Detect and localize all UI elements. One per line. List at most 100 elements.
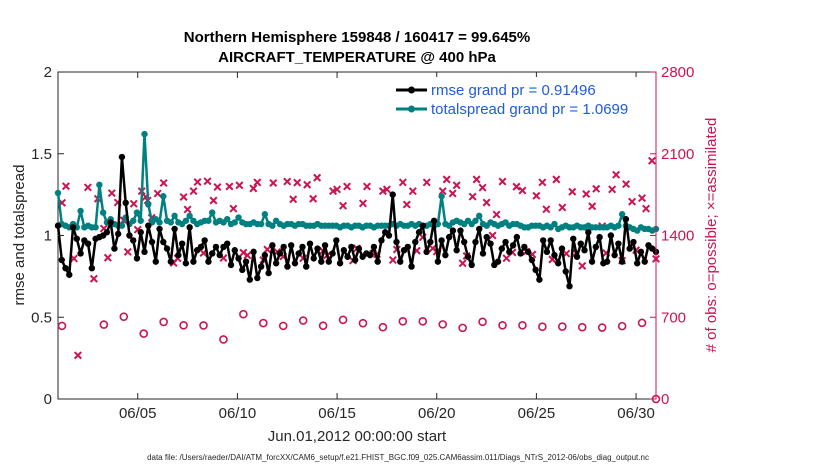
- rmse-point: [366, 251, 374, 259]
- spread-point: [54, 189, 62, 197]
- rmse-point: [419, 222, 427, 229]
- obs-assimilated-point: [578, 261, 587, 270]
- rmse-point: [618, 258, 626, 265]
- obs-assimilated-point: [498, 177, 507, 186]
- rmse-point: [62, 265, 69, 272]
- obs-possible-point: [538, 322, 547, 332]
- rmse-point: [374, 258, 381, 265]
- obs-possible-point: [438, 320, 448, 329]
- obs-assimilated-point: [612, 170, 621, 179]
- obs-assimilated-point: [362, 182, 371, 191]
- rmse-point: [393, 238, 400, 246]
- obs-assimilated-point: [103, 253, 112, 262]
- obs-assimilated-point: [333, 185, 342, 194]
- rmse-point: [212, 243, 220, 251]
- rmse-point: [325, 258, 332, 265]
- obs-assimilated-point: [518, 186, 527, 195]
- rmse-point: [303, 263, 310, 270]
- rmse-point: [502, 238, 509, 246]
- rmse-point: [438, 237, 445, 244]
- rmse-point: [532, 266, 539, 274]
- rmse-point: [348, 243, 355, 251]
- rmse-point: [137, 229, 144, 236]
- rmse-point: [479, 250, 487, 257]
- rmse-point: [231, 247, 238, 254]
- rmse-point: [205, 258, 212, 265]
- obs-possible-point: [378, 322, 388, 332]
- rmse-point: [445, 233, 453, 241]
- y-tick-label: 1: [44, 228, 52, 245]
- spread-point: [551, 220, 558, 228]
- spread-point: [77, 207, 84, 215]
- rmse-point: [423, 248, 430, 256]
- rmse-point: [476, 225, 483, 233]
- rmse-point: [306, 240, 314, 247]
- rmse-point: [224, 240, 231, 247]
- rmse-series-line: [56, 155, 657, 288]
- spread-point: [92, 224, 99, 231]
- rmse-point: [122, 199, 129, 206]
- obs-possible-point: [259, 318, 268, 328]
- rmse-point: [227, 261, 235, 269]
- spread-point: [224, 215, 231, 223]
- y-tick-label: 2: [44, 64, 52, 81]
- rmse-point: [340, 247, 348, 254]
- obs-assimilated-point: [622, 180, 631, 189]
- obs-possible-point: [597, 323, 607, 332]
- rmse-point: [209, 250, 216, 257]
- rmse-point: [539, 237, 547, 244]
- obs-assimilated-point: [343, 182, 352, 191]
- rmse-point: [543, 248, 551, 256]
- rmse-point: [276, 250, 284, 257]
- rmse-point: [472, 238, 479, 246]
- obs-assimilated-point: [183, 205, 192, 214]
- rmse-point: [182, 260, 190, 267]
- spread-point: [182, 217, 190, 224]
- ticks-layer: 06/05 06/10 06/15 06/20 06/25 06/30 0 0.5 1 1.5 2 0…: [31, 64, 694, 422]
- chart-title-line2: AIRCRAFT_TEMPERATURE @ 400 hPa: [218, 49, 496, 66]
- rmse-point: [464, 253, 472, 260]
- obs-assimilated-point: [225, 182, 234, 191]
- obs-assimilated-point: [339, 201, 348, 210]
- rmse-point: [171, 225, 178, 233]
- obs-assimilated-point: [283, 177, 292, 186]
- spread-point: [269, 222, 276, 229]
- rmse-point: [633, 260, 641, 267]
- obs-assimilated-point: [402, 200, 411, 209]
- obs-assimilated-point: [153, 189, 162, 198]
- rmse-point: [412, 238, 419, 246]
- obs-assimilated-point: [478, 183, 487, 192]
- rmse-point: [498, 245, 505, 252]
- obs-assimilated-point: [582, 190, 591, 199]
- rmse-point: [216, 251, 223, 259]
- y2-tick-label: 2100: [661, 146, 694, 163]
- obs-assimilated-point: [398, 178, 407, 187]
- spread-point: [145, 201, 152, 208]
- spread-point: [235, 214, 242, 221]
- rmse-point: [460, 238, 468, 246]
- rmse-point: [269, 242, 276, 249]
- rmse-point: [261, 251, 269, 259]
- rmse-point: [272, 260, 280, 267]
- obs-possible-point: [478, 317, 487, 327]
- obs-assimilated-point: [452, 181, 461, 190]
- obs-assimilated-point: [203, 177, 212, 186]
- rmse-point: [114, 230, 122, 238]
- obs-assimilated-point: [422, 178, 431, 187]
- rmse-point: [427, 238, 434, 246]
- obs-possible-point: [139, 329, 149, 338]
- spread-point: [167, 219, 175, 226]
- spread-point: [261, 211, 269, 218]
- rmse-point: [555, 260, 562, 267]
- obs-possible-point: [219, 335, 228, 344]
- rmse-point: [588, 258, 596, 265]
- obs-possible-point: [498, 321, 507, 330]
- rmse-point: [239, 266, 246, 274]
- rmse-point: [397, 258, 404, 265]
- rmse-point: [487, 240, 494, 247]
- rmse-point: [329, 250, 336, 257]
- spread-point: [186, 212, 193, 220]
- rmse-point: [408, 263, 415, 270]
- x-tick-label: 06/20: [418, 405, 456, 422]
- obs-assimilated-point: [628, 197, 637, 206]
